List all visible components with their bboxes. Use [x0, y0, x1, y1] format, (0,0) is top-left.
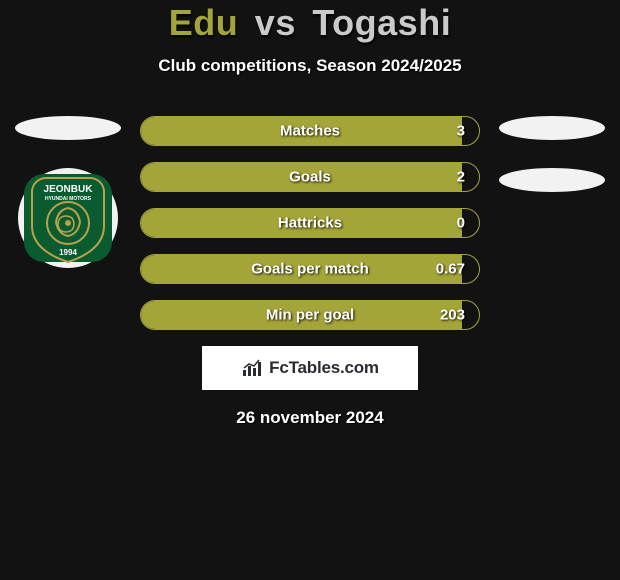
stat-label: Goals per match [141, 261, 479, 278]
jeonbuk-badge-icon: JEONBUK HYUNDAI MOTORS 1994 [18, 168, 118, 268]
stat-value: 3 [457, 123, 465, 140]
stat-label: Min per goal [141, 307, 479, 324]
page-title: Edu vs Togashi [0, 2, 620, 44]
stat-value: 203 [440, 307, 465, 324]
left-column: JEONBUK HYUNDAI MOTORS 1994 [8, 116, 128, 268]
right-column [492, 116, 612, 220]
stat-value: 0 [457, 215, 465, 232]
vs-text: vs [255, 2, 296, 43]
svg-text:1994: 1994 [59, 248, 77, 257]
stat-bars: Matches3Goals2Hattricks0Goals per match0… [140, 116, 480, 330]
comparison-card: Edu vs Togashi Club competitions, Season… [0, 0, 620, 428]
stats-layout: JEONBUK HYUNDAI MOTORS 1994 Matches3 Goal… [0, 116, 620, 330]
player2-slot-2 [499, 168, 605, 192]
stat-value: 0.67 [436, 261, 465, 278]
stat-bar: Min per goal203 [140, 300, 480, 330]
chart-icon [241, 358, 265, 378]
player1-name: Edu [169, 2, 239, 43]
stat-label: Matches [141, 123, 479, 140]
player2-name: Togashi [312, 2, 451, 43]
stat-label: Hattricks [141, 215, 479, 232]
player1-slot [15, 116, 121, 140]
stat-bar: Goals per match0.67 [140, 254, 480, 284]
svg-text:JEONBUK: JEONBUK [44, 184, 94, 195]
date-text: 26 november 2024 [0, 408, 620, 428]
stat-bar: Goals2 [140, 162, 480, 192]
club-badge: JEONBUK HYUNDAI MOTORS 1994 [18, 168, 118, 268]
stat-bar: Matches3 [140, 116, 480, 146]
site-logo-text: FcTables.com [269, 358, 379, 378]
stat-label: Goals [141, 169, 479, 186]
subtitle: Club competitions, Season 2024/2025 [0, 56, 620, 76]
site-logo[interactable]: FcTables.com [202, 346, 418, 390]
player2-slot-1 [499, 116, 605, 140]
stat-bar: Hattricks0 [140, 208, 480, 238]
stat-value: 2 [457, 169, 465, 186]
